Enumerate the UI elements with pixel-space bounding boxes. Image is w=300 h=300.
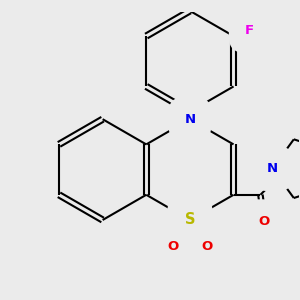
Text: F: F: [245, 24, 254, 37]
Text: O: O: [201, 240, 212, 253]
Text: N: N: [184, 113, 196, 126]
Text: N: N: [267, 162, 278, 175]
Text: S: S: [185, 212, 195, 227]
Text: O: O: [167, 240, 179, 253]
Text: O: O: [259, 215, 270, 228]
